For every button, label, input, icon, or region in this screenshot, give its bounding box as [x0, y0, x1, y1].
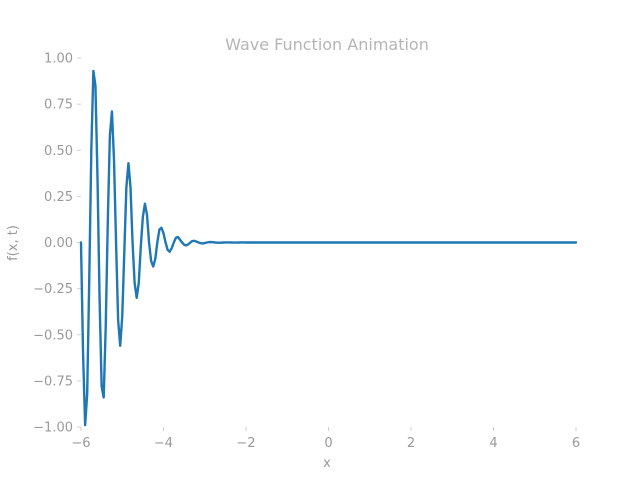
- x-axis: −6 −4 −2 0 2 4 6: [71, 427, 580, 451]
- chart-title: Wave Function Animation: [225, 35, 429, 54]
- y-tick-label: −0.25: [33, 282, 73, 297]
- x-tick-label: −2: [236, 436, 255, 451]
- x-tick-label: 4: [489, 436, 497, 451]
- y-axis-label: f(x, t): [6, 225, 21, 261]
- y-tick-label: 0.25: [44, 190, 73, 205]
- y-tick-label: −0.75: [33, 374, 73, 389]
- series-layer: [79, 69, 578, 427]
- x-axis-label: x: [323, 456, 331, 471]
- y-tick-label: 1.00: [44, 52, 73, 67]
- y-tick-label: 0.75: [44, 98, 73, 113]
- x-tick-label: −4: [154, 436, 173, 451]
- x-tick-label: 6: [572, 436, 580, 451]
- y-tick-label: 0.50: [44, 144, 73, 159]
- x-tick-label: 2: [407, 436, 415, 451]
- y-tick-label: −1.00: [33, 421, 73, 436]
- x-tick-label: 0: [324, 436, 332, 451]
- series-line: [79, 69, 578, 427]
- y-axis: 1.00 0.75 0.50 0.25 0.00 −0.25 −0.50 −0.75 −1.00: [33, 52, 81, 436]
- y-tick-label: −0.50: [33, 328, 73, 343]
- x-tick-label: −6: [71, 436, 90, 451]
- y-tick-label: 0.00: [44, 236, 73, 251]
